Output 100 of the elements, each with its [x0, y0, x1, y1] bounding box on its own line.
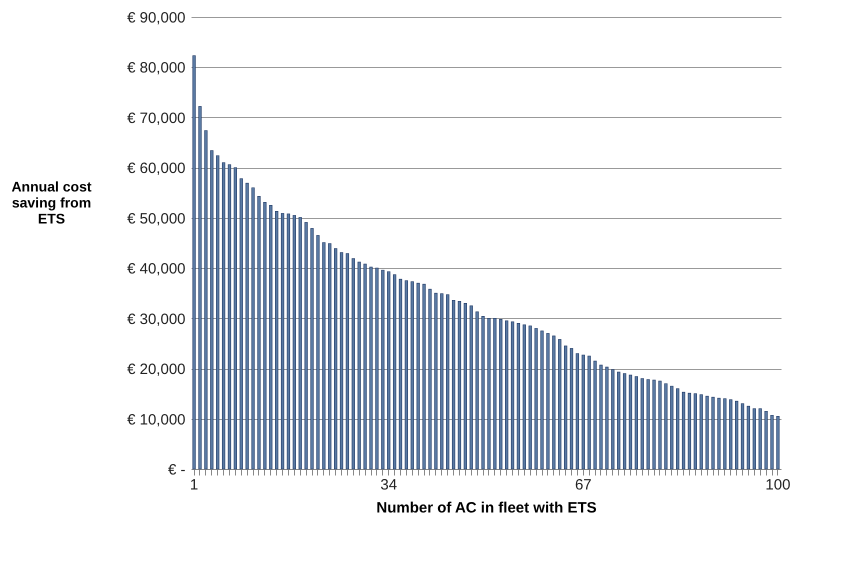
bar	[634, 376, 638, 470]
bar	[198, 106, 202, 470]
bar	[322, 242, 326, 470]
bar	[534, 328, 538, 470]
bar	[363, 264, 367, 470]
bar	[269, 205, 272, 470]
bar	[234, 167, 237, 470]
bar	[628, 374, 632, 470]
bar	[216, 155, 220, 470]
y-tick-label: € 20,000	[127, 361, 186, 378]
bar	[688, 392, 692, 470]
y-tick-label: € -	[168, 462, 186, 478]
bar	[746, 406, 750, 470]
bar	[570, 348, 574, 470]
bar	[228, 164, 232, 470]
bar	[770, 414, 774, 470]
bar	[446, 294, 450, 470]
bar	[280, 213, 284, 470]
bar	[510, 322, 514, 470]
bar	[611, 369, 614, 470]
bar	[440, 293, 444, 470]
bar	[564, 346, 568, 470]
bar	[192, 55, 196, 470]
bar	[298, 217, 302, 470]
bar	[375, 268, 379, 470]
bar	[434, 292, 438, 470]
bar	[204, 130, 208, 470]
bar	[593, 360, 597, 470]
bar	[404, 280, 408, 470]
bar	[516, 323, 520, 470]
bar	[369, 266, 373, 470]
bar	[528, 326, 532, 470]
bar	[222, 162, 226, 470]
bar	[723, 398, 726, 470]
bar	[546, 333, 550, 470]
x-tick-label: 1	[190, 476, 198, 494]
bar	[540, 330, 544, 470]
bar	[652, 380, 656, 470]
bar	[676, 388, 680, 470]
x-tick-label: 67	[574, 476, 592, 494]
bar	[340, 252, 344, 470]
bar	[617, 372, 620, 470]
bar	[304, 222, 308, 470]
bar	[263, 202, 266, 470]
y-tick-label: € 40,000	[127, 260, 186, 278]
bar	[487, 318, 491, 470]
bar	[210, 150, 214, 470]
bar	[410, 281, 414, 470]
bar	[706, 396, 709, 470]
bar	[646, 379, 650, 470]
bar	[257, 196, 261, 470]
bar	[358, 262, 361, 470]
y-tick-label: € 70,000	[127, 110, 186, 127]
y-axis-title: Annual cost saving from ETS	[11, 178, 92, 226]
bar	[776, 416, 780, 470]
bar	[493, 318, 496, 470]
bar	[758, 408, 762, 470]
bar	[682, 392, 686, 470]
bar	[481, 316, 485, 470]
bar	[470, 305, 473, 470]
bar	[658, 380, 662, 470]
bar	[694, 393, 697, 470]
bar	[458, 300, 462, 470]
bar	[292, 215, 296, 470]
bar	[740, 403, 744, 470]
y-tick-label: € 50,000	[127, 210, 186, 228]
bar	[522, 324, 526, 470]
x-tick-label: 34	[380, 476, 398, 494]
bar	[422, 284, 426, 470]
y-tick-label: € 80,000	[127, 60, 186, 77]
x-tick-label: 100	[765, 476, 790, 494]
bar	[334, 248, 338, 470]
bar	[752, 408, 756, 470]
bar	[499, 319, 502, 470]
bar	[381, 270, 384, 470]
bar	[717, 398, 721, 470]
bar	[576, 353, 580, 470]
bar	[240, 178, 243, 470]
bar	[711, 396, 715, 470]
bar	[464, 302, 467, 470]
bar	[352, 258, 355, 470]
bar	[588, 356, 591, 470]
bar	[452, 300, 456, 470]
y-tick-label: € 30,000	[127, 310, 186, 328]
bar	[316, 235, 320, 470]
bar	[599, 364, 603, 470]
bar	[664, 383, 668, 470]
bar	[286, 214, 290, 470]
bar	[640, 378, 644, 470]
bar	[275, 211, 278, 470]
y-tick-label: € 10,000	[127, 411, 186, 428]
bar	[622, 373, 626, 470]
bar	[328, 243, 332, 470]
bar	[346, 253, 350, 470]
bar	[246, 182, 249, 470]
bar	[251, 187, 255, 470]
bar	[582, 354, 585, 470]
bar	[505, 320, 508, 470]
bar	[416, 282, 420, 470]
bar	[398, 278, 402, 470]
